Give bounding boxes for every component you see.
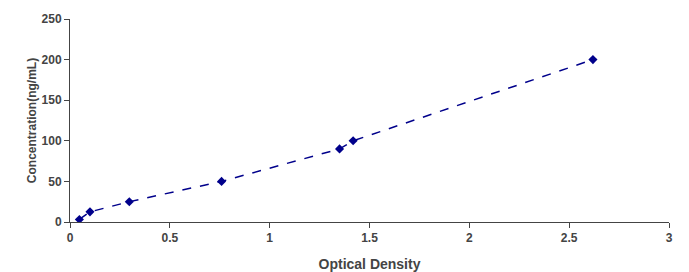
svg-text:250: 250 [42,12,62,26]
svg-text:Concentration(ng/mL): Concentration(ng/mL) [25,58,39,183]
svg-text:1: 1 [266,231,273,245]
svg-text:1.5: 1.5 [361,231,378,245]
svg-text:0: 0 [55,215,62,229]
svg-text:Optical Density: Optical Density [319,256,421,272]
svg-text:0: 0 [67,231,74,245]
svg-text:2: 2 [466,231,473,245]
svg-text:2.5: 2.5 [561,231,578,245]
svg-text:100: 100 [42,134,62,148]
svg-text:0.5: 0.5 [161,231,178,245]
svg-text:50: 50 [48,175,62,189]
svg-text:150: 150 [42,93,62,107]
svg-text:3: 3 [666,231,673,245]
svg-text:200: 200 [42,53,62,67]
